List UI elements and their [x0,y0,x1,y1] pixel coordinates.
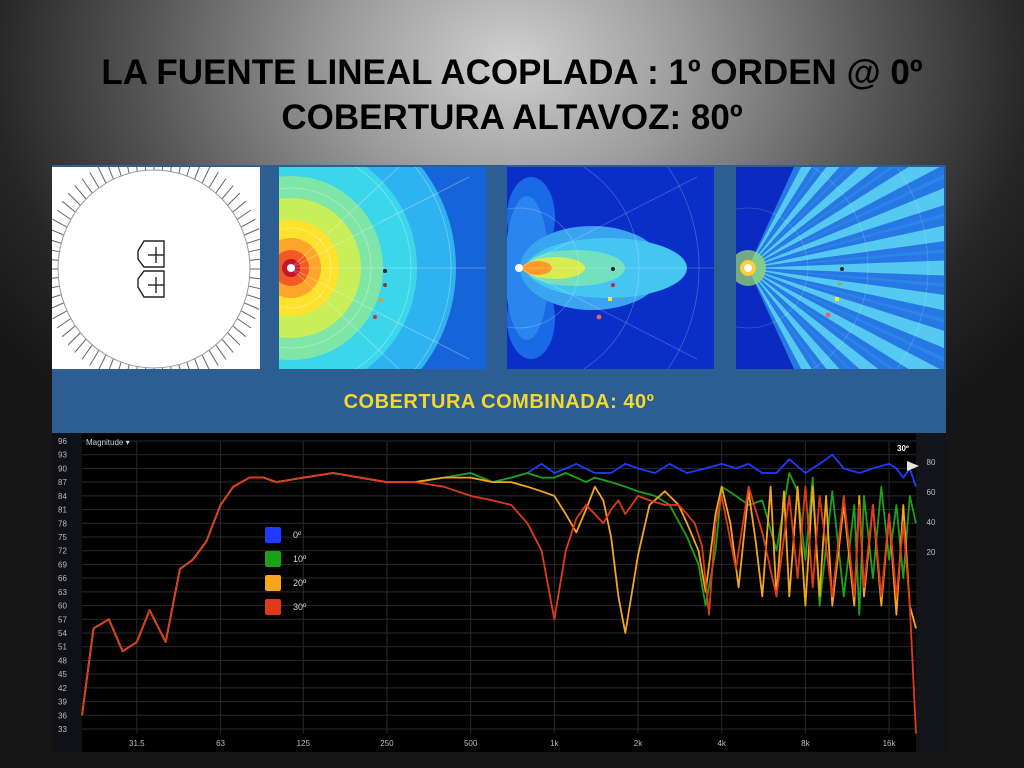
y-tick-label: 69 [58,560,67,569]
y-tick-label: 51 [58,643,67,652]
y-tick-label: 57 [58,615,67,624]
y-tick-label: 39 [58,698,67,707]
x-tick-label: 125 [297,739,311,748]
legend-swatch[interactable] [265,599,281,615]
y-tick-label: 90 [58,464,67,473]
x-tick-label: 250 [380,739,394,748]
right-axis-tick-label: 20 [927,548,936,557]
y-tick-label: 96 [58,437,67,446]
y-tick-label: 93 [58,451,67,460]
y-tick-label: 63 [58,588,67,597]
x-tick-label: 2k [634,739,643,748]
y-tick-label: 81 [58,506,67,515]
x-tick-label: 8k [801,739,810,748]
y-tick-label: 60 [58,602,67,611]
y-tick-label: 48 [58,656,67,665]
series-line-30º [81,472,917,734]
slide-title: LA FUENTE LINEAL ACOPLADA : 1º ORDEN @ 0… [0,50,1024,140]
y-tick-label: 36 [58,711,67,720]
legend-label: 10º [293,554,307,564]
x-tick-label: 1k [550,739,559,748]
array-diagram [52,167,260,369]
right-axis-tag: 30º [897,444,909,453]
legend-label: 30º [293,602,307,612]
legend-swatch[interactable] [265,575,281,591]
legend-label: 20º [293,578,307,588]
frequency-response-chart: 96 93 90 87 84 81 78 75 72 69 66 63 60 57 54 51 48 45 42 39… [52,433,946,752]
figure-panel: COBERTURA COMBINADA: 40º 96 93 90 87 84 81 78 7… [52,165,946,752]
legend-swatch[interactable] [265,551,281,567]
y-tick-label: 75 [58,533,67,542]
x-tick-label: 16k [883,739,897,748]
coverage-map-radial [279,167,486,369]
y-tick-label: 33 [58,725,67,734]
title-line-1: LA FUENTE LINEAL ACOPLADA : 1º ORDEN @ 0… [101,53,923,92]
y-tick-label: 42 [58,684,67,693]
coverage-map-fan [736,167,944,369]
right-axis-tick-label: 40 [927,518,936,527]
x-tick-label: 500 [464,739,478,748]
y-tick-label: 54 [58,629,67,638]
right-axis-tick-label: 60 [927,488,936,497]
title-line-2: COBERTURA ALTAVOZ: 80º [281,98,743,137]
right-axis-tick-label: 80 [927,458,936,467]
x-tick-label: 31.5 [129,739,145,748]
y-tick-label: 72 [58,547,67,556]
play-marker-icon[interactable] [907,461,919,471]
magnitude-label: Magnitude ▾ [86,438,130,447]
y-tick-label: 84 [58,492,67,501]
y-tick-label: 78 [58,519,67,528]
legend-swatch[interactable] [265,527,281,543]
x-tick-label: 63 [216,739,225,748]
legend-label: 0º [293,530,302,540]
y-tick-label: 87 [58,478,67,487]
coverage-map-lobes [507,167,714,369]
y-tick-label: 66 [58,574,67,583]
x-tick-label: 4k [717,739,726,748]
coverage-label: COBERTURA COMBINADA: 40º [343,391,655,413]
y-tick-label: 45 [58,670,67,679]
